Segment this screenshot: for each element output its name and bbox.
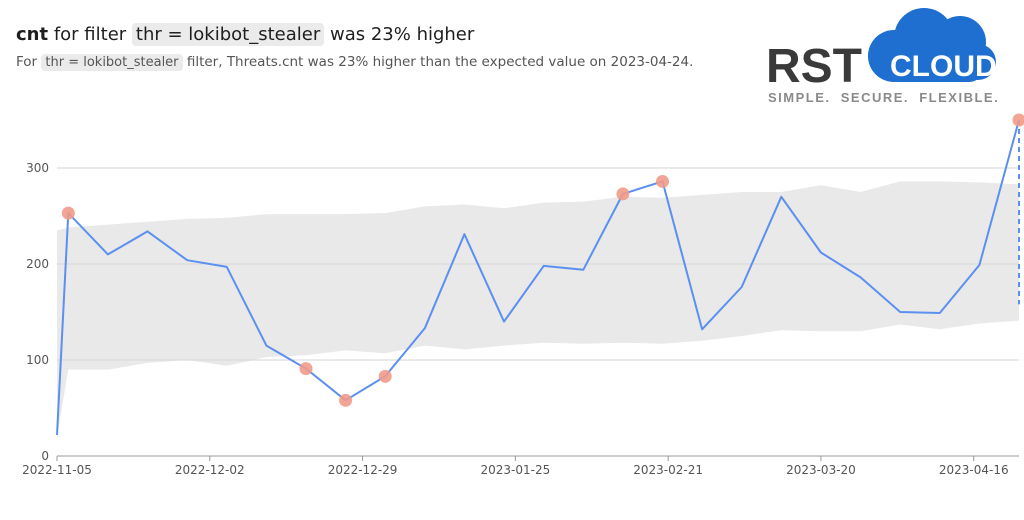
anomaly-point xyxy=(299,362,313,376)
anomaly-point xyxy=(616,187,630,201)
x-tick-label: 2022-11-05 xyxy=(22,463,92,477)
title-for-filter: for filter xyxy=(53,24,127,45)
anomaly-point xyxy=(61,206,75,220)
x-tick-label: 2022-12-02 xyxy=(175,463,245,477)
y-tick-label: 300 xyxy=(26,161,49,175)
subtitle-filter-chip: thr = lokibot_stealer xyxy=(41,54,183,71)
subtitle-for: For xyxy=(16,54,38,70)
chart-title: cnt for filter thr = lokibot_stealer was… xyxy=(16,23,475,46)
x-tick-label: 2023-02-21 xyxy=(633,463,703,477)
anomaly-point xyxy=(1012,113,1024,127)
y-tick-label: 0 xyxy=(41,449,49,463)
filter-chip: thr = lokibot_stealer xyxy=(131,23,325,46)
x-tick-label: 2023-04-16 xyxy=(939,463,1009,477)
x-tick-label: 2023-01-25 xyxy=(480,463,550,477)
logo-tagline: SIMPLE. SECURE. FLEXIBLE. xyxy=(768,90,999,105)
anomaly-point xyxy=(339,393,353,407)
expected-range-band xyxy=(57,181,1019,437)
x-tick-label: 2023-03-20 xyxy=(786,463,856,477)
logo-cloud: CLOUD xyxy=(890,50,997,83)
y-tick-label: 200 xyxy=(26,257,49,271)
metric-name: cnt xyxy=(16,24,49,45)
anomaly-point xyxy=(378,369,392,383)
subtitle-description: filter, Threats.cnt was 23% higher than … xyxy=(186,54,694,70)
chart-subtitle: For thr = lokibot_stealer filter, Threat… xyxy=(16,54,694,71)
title-result: was 23% higher xyxy=(329,24,475,45)
series-line xyxy=(56,119,1020,435)
rst-cloud-logo: RST CLOUD SIMPLE. SECURE. FLEXIBLE. xyxy=(766,8,999,105)
y-tick-label: 100 xyxy=(26,353,49,367)
anomaly-point xyxy=(655,174,669,188)
cloud-icon xyxy=(868,8,996,82)
x-tick-label: 2022-12-29 xyxy=(328,463,398,477)
logo-rst: RST xyxy=(766,40,862,93)
